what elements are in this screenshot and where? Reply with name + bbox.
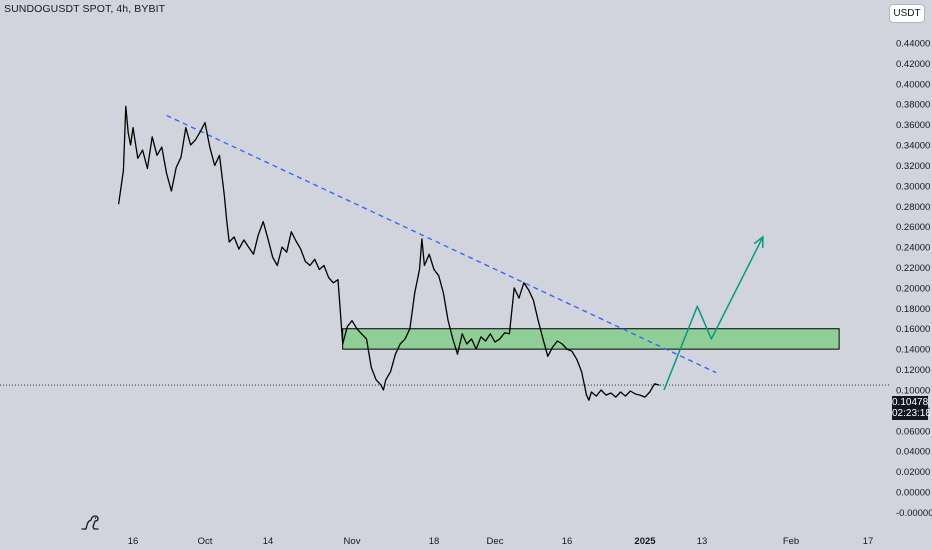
y-tick-label: 0.44000 <box>896 39 930 50</box>
y-tick-label: 0.28000 <box>896 202 930 213</box>
y-tick-label: 0.18000 <box>896 304 930 315</box>
y-tick-label: 0.34000 <box>896 141 930 152</box>
x-tick-label: Dec <box>487 536 504 547</box>
ticker-title: SUNDOGUSDT SPOT, 4h, BYBIT <box>4 3 166 15</box>
currency-unit-button[interactable]: USDT <box>889 4 925 23</box>
x-tick-label: 2025 <box>634 536 656 547</box>
y-tick-label: 0.36000 <box>896 120 930 131</box>
dino-icon[interactable] <box>80 513 102 536</box>
y-tick-label: 0.16000 <box>896 324 930 335</box>
projection-line <box>663 236 764 391</box>
price-series <box>117 105 660 401</box>
price-line-0 <box>117 105 660 401</box>
y-tick-label: 0.14000 <box>896 345 930 356</box>
support-zone[interactable] <box>342 328 840 350</box>
x-axis: 16 Oct 14 Nov 18 Dec 16 2025 13 Feb 17 <box>128 536 874 547</box>
x-tick-label: Feb <box>783 536 799 547</box>
projection-arrowhead <box>753 235 764 248</box>
y-tick-label: 0.38000 <box>896 100 930 111</box>
x-tick-label: 16 <box>128 536 139 547</box>
y-tick-label: 0.42000 <box>896 59 930 70</box>
x-tick-label: 18 <box>429 536 440 547</box>
x-tick-label: 14 <box>263 536 274 547</box>
y-tick-label: 0.10000 <box>896 386 930 397</box>
x-tick-label: 16 <box>562 536 573 547</box>
last-price-tag: 0.10478 02:23:18 <box>892 396 931 420</box>
support-zone-rect <box>342 328 840 350</box>
y-tick-label: 0.04000 <box>896 447 930 458</box>
y-tick-label: 0.02000 <box>896 467 930 478</box>
y-tick-label: 0.12000 <box>896 365 930 376</box>
y-tick-label: 0.30000 <box>896 181 930 192</box>
y-tick-label: 0.06000 <box>896 426 930 437</box>
y-tick-label: 0.00000 <box>896 488 930 499</box>
y-tick-label: -0.00000 <box>896 508 932 519</box>
x-tick-label: Nov <box>344 536 361 547</box>
y-tick-label: 0.24000 <box>896 243 930 254</box>
x-tick-label: 17 <box>863 536 874 547</box>
trendline-resistance[interactable] <box>166 114 717 374</box>
trendline <box>166 114 717 374</box>
y-tick-label: 0.40000 <box>896 79 930 90</box>
projection-path[interactable] <box>663 235 764 391</box>
y-tick-label: 0.22000 <box>896 263 930 274</box>
x-tick-label: Oct <box>198 536 213 547</box>
x-tick-label: 13 <box>697 536 708 547</box>
last-price-value: 0.10478 <box>892 397 929 408</box>
y-tick-label: 0.26000 <box>896 222 930 233</box>
bar-countdown: 02:23:18 <box>892 408 931 419</box>
y-tick-label: 0.32000 <box>896 161 930 172</box>
y-tick-label: 0.20000 <box>896 283 930 294</box>
